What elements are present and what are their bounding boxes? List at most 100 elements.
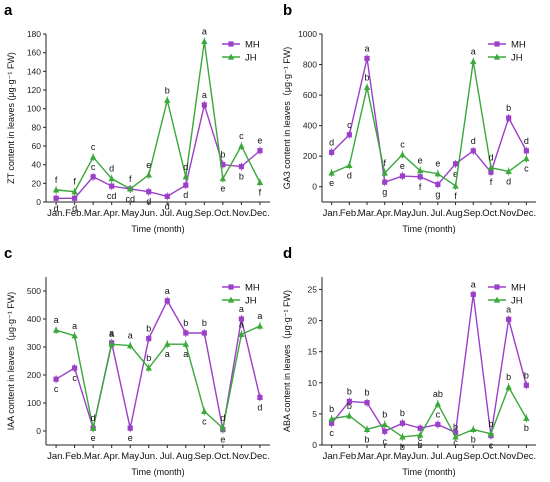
x-tick-label: Jan. <box>47 208 65 219</box>
data-point-MH <box>53 195 59 201</box>
significance-label-MH: e <box>400 161 405 171</box>
significance-label-MH: f <box>419 182 422 192</box>
x-tick-label: Sep. <box>195 208 215 219</box>
data-point-MH <box>72 365 78 371</box>
significance-label-JH: b <box>524 423 529 433</box>
data-point-JH <box>127 185 134 192</box>
data-point-JH <box>381 421 388 428</box>
data-point-JH <box>256 322 264 329</box>
y-tick-label: 0 <box>312 440 317 450</box>
significance-label-JH: a <box>257 311 262 321</box>
significance-label-MH: d <box>165 201 170 211</box>
data-point-JH <box>416 431 424 438</box>
y-tick-label: 200 <box>27 370 41 380</box>
data-point-JH <box>346 161 353 168</box>
data-point-JH <box>127 342 134 349</box>
significance-label-MH: cd <box>125 194 135 204</box>
data-point-JH <box>182 340 189 347</box>
series-line-MH <box>331 58 527 186</box>
significance-label-JH: c <box>239 131 244 141</box>
significance-label-JH: a <box>72 321 77 331</box>
data-point-MH <box>417 425 423 431</box>
significance-label-MH: b <box>183 318 188 328</box>
y-tick-label: 20 <box>32 178 42 188</box>
x-tick-label: Apr. <box>103 208 120 219</box>
significance-label-MH: d <box>183 190 188 200</box>
data-point-JH <box>164 340 171 347</box>
y-tick-label: 60 <box>32 141 42 151</box>
significance-label-JH: a <box>183 349 188 359</box>
significance-label-MH: c <box>382 436 387 446</box>
data-point-JH <box>219 175 227 182</box>
data-point-JH <box>328 415 335 422</box>
x-tick-label: Apr. <box>376 451 393 462</box>
panel-letter: c <box>4 245 12 262</box>
data-point-JH <box>219 424 227 431</box>
data-point-MH <box>364 400 370 406</box>
data-point-JH <box>89 424 97 431</box>
data-point-MH <box>470 291 476 298</box>
data-point-JH <box>399 433 406 440</box>
significance-label-MH: a <box>109 328 114 338</box>
x-tick-label: Feb. <box>340 208 359 219</box>
significance-label-JH: d <box>183 162 188 172</box>
data-point-MH <box>399 173 406 179</box>
significance-label-MH: d <box>54 203 59 213</box>
y-tick-label: 600 <box>303 90 317 100</box>
x-tick-label: Oct. <box>214 451 231 462</box>
data-point-JH <box>363 84 371 91</box>
significance-label-MH: d <box>72 203 77 213</box>
x-tick-label: Jun. <box>411 451 429 462</box>
y-axis-title: ZT content in leaves (μg·g⁻¹ FW) <box>6 52 16 184</box>
x-tick-label: Feb. <box>340 451 359 462</box>
significance-label-MH: a <box>506 304 511 314</box>
data-point-MH <box>238 316 244 322</box>
x-tick-label: Feb. <box>65 451 84 462</box>
legend-label-MH: MH <box>511 283 526 294</box>
data-point-MH <box>238 163 244 170</box>
significance-label-JH: b <box>329 404 334 414</box>
x-tick-label: Jul. <box>430 451 445 462</box>
data-point-JH <box>505 168 512 175</box>
data-point-MH <box>452 429 459 436</box>
legend-marker-JH <box>493 296 501 303</box>
data-point-JH <box>523 155 530 162</box>
data-point-JH <box>487 164 495 171</box>
panel-letter: d <box>283 245 292 262</box>
y-tick-label: 200 <box>303 151 317 161</box>
significance-label-JH: d <box>488 153 493 163</box>
data-point-MH <box>506 115 512 121</box>
significance-label-MH: b <box>347 386 352 396</box>
data-point-JH <box>238 331 245 337</box>
significance-label-MH: c <box>329 428 334 438</box>
significance-label-JH: b <box>400 442 405 452</box>
data-point-MH <box>399 420 406 426</box>
y-tick-label: 180 <box>27 29 41 39</box>
y-tick-label: 5 <box>312 409 317 419</box>
data-point-JH <box>399 151 406 158</box>
significance-label-JH: c <box>400 140 405 150</box>
x-tick-label: Aug. <box>446 451 466 462</box>
y-axis-title: ABA content in leaves（μg·g⁻¹ FW) <box>282 290 292 432</box>
legend-marker-MH <box>494 284 500 290</box>
significance-label-JH: a <box>128 331 133 341</box>
x-tick-label: Sep. <box>195 451 215 462</box>
x-tick-label: Nov. <box>499 208 518 219</box>
x-tick-label: Jan. <box>323 451 341 462</box>
data-point-JH <box>452 433 459 440</box>
y-tick-label: 15 <box>308 347 318 357</box>
data-point-MH <box>523 148 529 154</box>
panel-letter: a <box>4 2 13 19</box>
x-tick-label: Dec. <box>250 451 270 462</box>
data-point-MH <box>127 425 133 431</box>
significance-label-MH: g <box>435 189 440 199</box>
data-point-MH <box>183 330 189 336</box>
significance-label-JH: b <box>347 401 352 411</box>
x-tick-label: Apr. <box>103 451 120 462</box>
x-tick-label: Sep. <box>463 451 483 462</box>
panel-c: c 0 100 200 300 400 500 Jan. Feb. Mar. Apr. May Jun.… <box>4 245 270 477</box>
panel-b: b 0 200 400 600 800 1000 Jan. Feb.Mar. Apr. May Jun… <box>282 2 536 234</box>
y-tick-label: 80 <box>32 122 42 132</box>
series-line-JH <box>331 61 527 188</box>
significance-label-MH: b <box>202 318 207 328</box>
